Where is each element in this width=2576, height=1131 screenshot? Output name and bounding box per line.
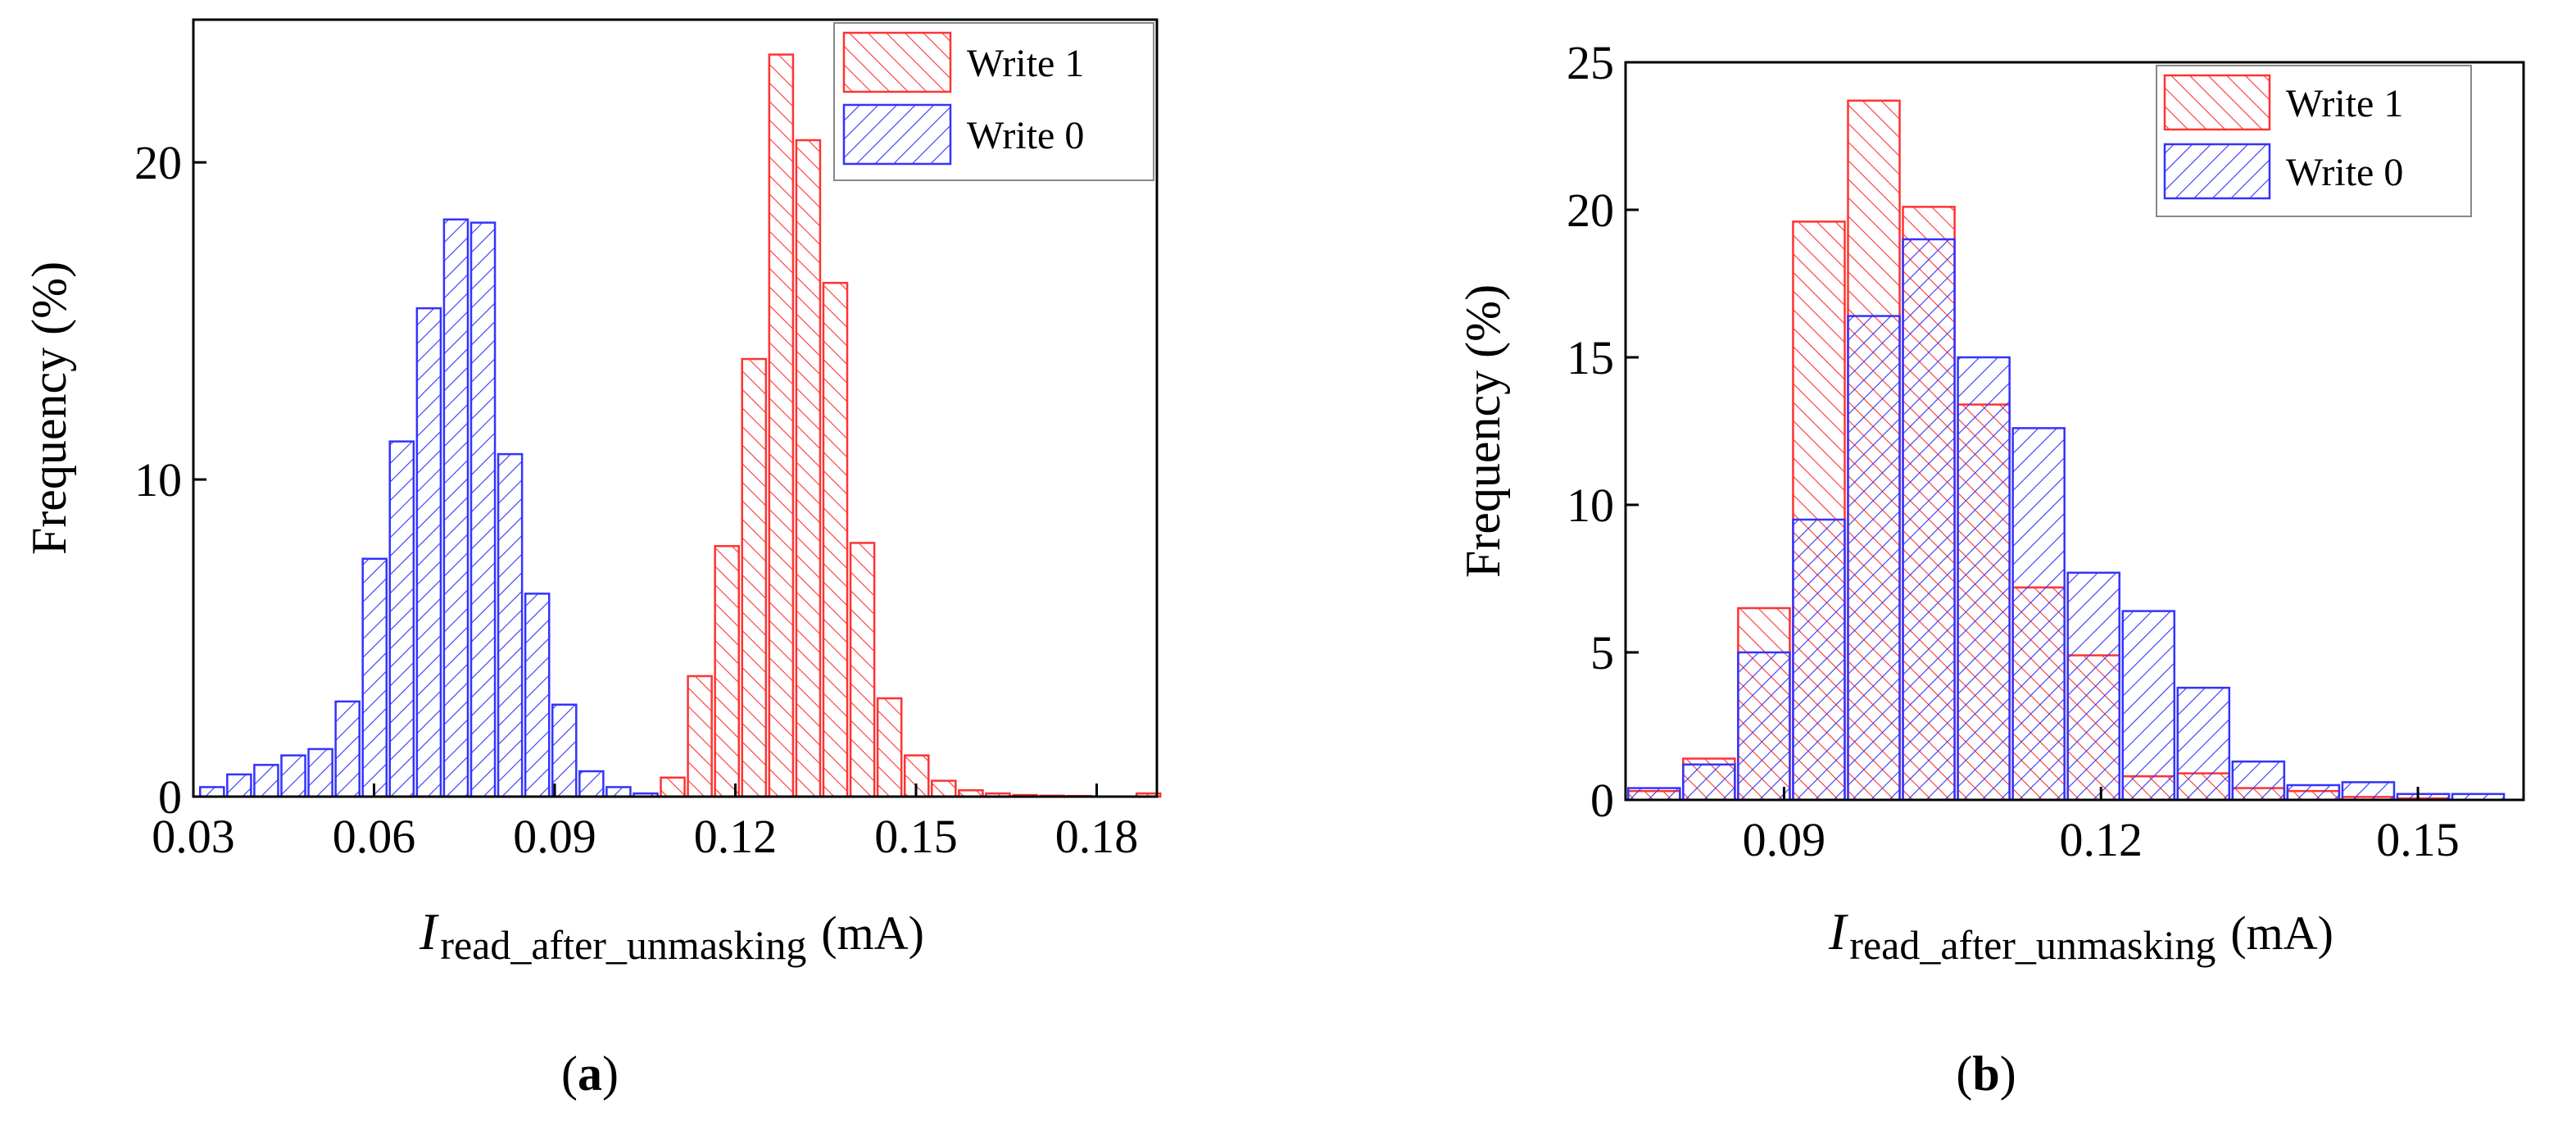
panel-a-bar-write1-1 (687, 675, 713, 798)
panel-b-bar-write0-3 (1792, 518, 1846, 802)
panel-a-x-label-subscript: read_after_unmasking (440, 922, 806, 968)
panel-a-y-tick-label-2: 20 (134, 136, 182, 189)
panel-b-bar-write0-1 (1682, 763, 1736, 802)
panel-a-legend-swatch-write1 (842, 31, 952, 93)
panel-a-bar-write0-12 (524, 593, 551, 798)
panel-b-bar-write0-12 (2286, 784, 2341, 802)
panel-b-x-tick-label-0: 0.09 (1743, 813, 1826, 866)
panel-a-legend-label-write0: Write 0 (967, 114, 1084, 157)
panel-a-x-tick-label-2: 0.09 (513, 810, 596, 863)
panel-a-legend-label-write1: Write 1 (967, 42, 1084, 85)
panel-a-bar-write0-3 (280, 754, 306, 798)
panel-b-bar-write0-6 (1957, 356, 2011, 802)
panel-a-x-label-symbol: I (419, 902, 439, 961)
panel-b-bar-write0-5 (1902, 238, 1956, 802)
panel-a-x-label-unit: (mA) (821, 906, 924, 960)
panel-b-x-tick-label-2: 0.15 (2376, 813, 2460, 866)
panel-a-x-tick-label-4: 0.15 (874, 810, 958, 863)
panel-a-y-axis-label: Frequency (%) (22, 261, 76, 555)
panel-b-bar-write0-2 (1737, 651, 1791, 802)
panel-a-y-ticks: 0 10 20 (134, 136, 206, 824)
panel-a-bar-write0-13 (551, 703, 578, 798)
panel-b-bar-write0-9 (2121, 610, 2176, 802)
panel-a-bar-write1-5 (795, 139, 822, 798)
panel-b-x-label-unit: (mA) (2230, 906, 2333, 960)
panel-b-bars (1627, 99, 2506, 802)
panel-b-legend-label-write0: Write 0 (2286, 151, 2403, 194)
panel-a-caption: (a) (561, 1047, 619, 1101)
panel-a-bar-write0-6 (361, 557, 388, 798)
panel-b-legend-swatch-write1 (2163, 74, 2271, 131)
panel-a-legend: Write 1 Write 0 (833, 22, 1154, 181)
panel-a-bar-write0-4 (307, 747, 333, 798)
panel-a-bar-write0-7 (388, 440, 415, 798)
panel-a-bar-write0-0 (198, 786, 225, 798)
panel-b-y-tick-label-4: 20 (1567, 184, 1614, 237)
panel-b-y-tick-label-5: 25 (1567, 36, 1614, 89)
panel-b-histogram: 0.09 0.12 0.15 0 5 10 15 20 25 Frequency (%) I … (1456, 36, 2525, 1101)
panel-b-x-label-subscript: read_after_unmasking (1849, 922, 2215, 968)
panel-a-bar-write0-10 (469, 221, 497, 798)
panel-a-bar-write0-9 (442, 218, 469, 798)
panel-b-bar-write0-11 (2231, 760, 2286, 802)
panel-a-bar-write0-1 (226, 773, 252, 798)
panel-b-bar-write0-10 (2176, 686, 2231, 802)
panel-b-bar-write0-7 (2011, 427, 2066, 802)
panel-a-bar-write1-3 (741, 357, 768, 798)
panel-b-legend-label-write1: Write 1 (2286, 82, 2403, 125)
panel-a-bar-write1-10 (931, 779, 957, 798)
panel-a-legend-swatch-write0 (842, 103, 952, 166)
panel-a-bars (198, 53, 1162, 798)
panel-b-y-tick-label-0: 0 (1590, 774, 1614, 827)
panel-b-x-tick-label-1: 0.12 (2059, 813, 2143, 866)
panel-b-y-ticks: 0 5 10 15 20 25 (1567, 36, 1639, 827)
panel-a-histogram: 0.03 0.06 0.09 0.12 0.15 0.18 0 10 20 Frequency… (22, 18, 1162, 1101)
panel-a-x-tick-label-0: 0.03 (152, 810, 235, 863)
svg-text:I read_after_unmasking: I read_after_unmasking (mA) (1828, 902, 2333, 968)
panel-a-bar-write0-14 (578, 770, 605, 798)
panel-a-bar-write0-2 (253, 764, 279, 798)
panel-a-caption-letter: a (578, 1047, 602, 1101)
panel-b-legend-swatch-write0 (2163, 143, 2271, 200)
panel-a-bar-write0-15 (605, 786, 632, 798)
panel-a-x-tick-label-1: 0.06 (333, 810, 416, 863)
panel-b-y-tick-label-3: 15 (1567, 331, 1614, 384)
panel-b-y-tick-label-1: 5 (1590, 626, 1614, 679)
panel-a-bar-write1-8 (876, 697, 903, 798)
panel-b-caption-letter: b (1972, 1047, 1999, 1101)
panel-b-x-axis-label: I read_after_unmasking (mA) (1828, 902, 2333, 968)
panel-a-x-tick-label-5: 0.18 (1055, 810, 1139, 863)
panel-a-x-axis-label: I read_after_unmasking (mA) (419, 902, 924, 968)
panel-b-bar-write0-13 (2341, 781, 2396, 802)
panel-b-caption: (b) (1956, 1047, 2016, 1101)
panel-b-x-ticks: 0.09 0.12 0.15 (1743, 787, 2460, 866)
panel-a-axes-frame (192, 18, 1159, 798)
svg-text:I read_after_unmasking: I read_after_unmasking (mA) (419, 902, 924, 968)
panel-a-bar-write0-11 (497, 452, 524, 798)
panel-b-y-axis-label: Frequency (%) (1456, 284, 1510, 578)
panel-a-x-tick-label-3: 0.12 (694, 810, 778, 863)
panel-a-y-tick-label-0: 0 (158, 770, 182, 824)
panel-b-bar-write0-8 (2066, 571, 2120, 802)
panel-b-y-tick-label-2: 10 (1567, 479, 1614, 532)
panel-b-x-label-symbol: I (1828, 902, 1848, 961)
panel-b-bar-write0-0 (1627, 787, 1681, 802)
panel-b-legend: Write 1 Write 0 (2156, 65, 2472, 217)
panel-a-y-tick-label-1: 10 (134, 453, 182, 506)
panel-a-x-ticks: 0.03 0.06 0.09 0.12 0.15 0.18 (152, 784, 1138, 863)
panel-b-axes-frame (1624, 61, 2525, 802)
panel-a-bar-write1-4 (768, 53, 795, 798)
panel-a-bar-write1-2 (714, 545, 740, 798)
panel-a-bar-write1-0 (660, 776, 686, 798)
panel-a-bar-write0-8 (415, 307, 442, 798)
panel-a-bar-write1-6 (822, 281, 849, 798)
panel-a-bar-write1-7 (849, 542, 876, 798)
panel-b-bar-write0-4 (1847, 315, 1901, 802)
panel-a-bar-write0-5 (334, 700, 361, 798)
